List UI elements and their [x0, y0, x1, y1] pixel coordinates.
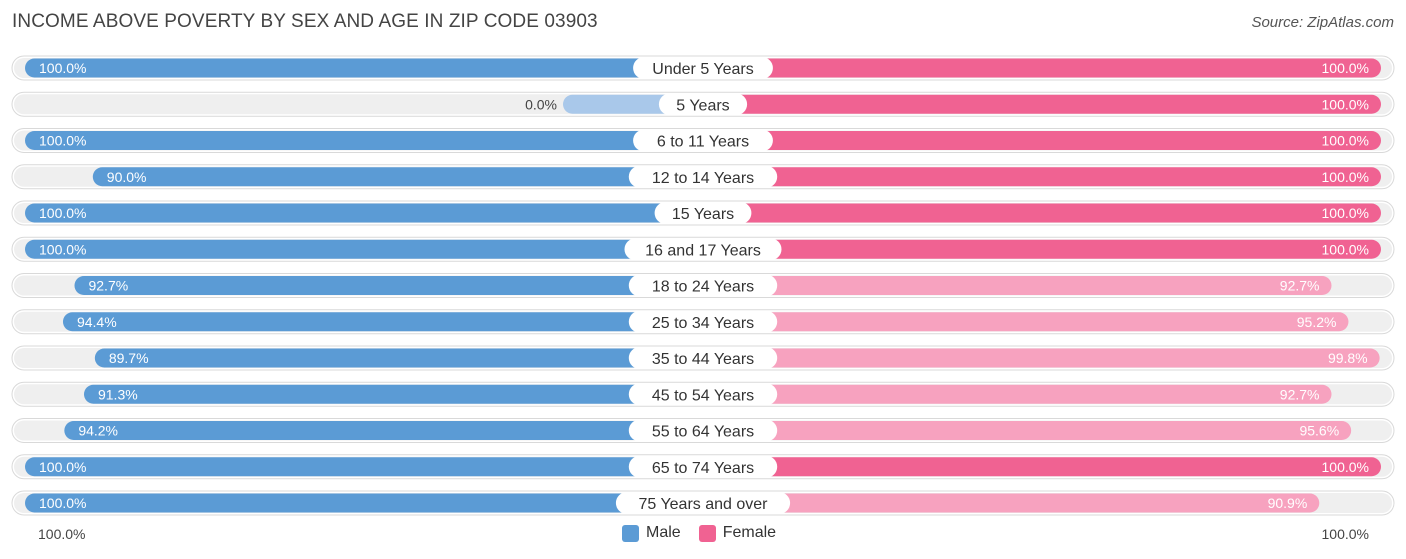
bar-male	[25, 203, 703, 223]
bar-female	[703, 493, 1320, 513]
legend-swatch-male	[622, 524, 639, 542]
category-pill	[654, 202, 752, 224]
value-label-female: 100.0%	[1322, 241, 1369, 257]
category-label: 6 to 11 Years	[657, 134, 749, 151]
category-label: 45 to 54 Years	[652, 387, 754, 404]
legend-item-male: Male	[622, 524, 681, 542]
bar-male	[25, 457, 703, 477]
bar-male	[92, 167, 704, 187]
bar-male	[25, 239, 703, 259]
legend-swatch-female	[698, 524, 716, 542]
bar-female	[703, 239, 1381, 259]
value-label-female: 92.7%	[1280, 278, 1320, 294]
chart-source: Source: ZipAtlas.com	[1251, 14, 1394, 31]
category-label: 55 to 64 Years	[652, 424, 754, 441]
value-label-female: 100.0%	[1322, 133, 1369, 149]
value-label-female: 95.2%	[1297, 314, 1337, 330]
axis-left-label: 100.0%	[38, 526, 86, 542]
value-label-male: 94.4%	[77, 314, 117, 330]
bar-male	[83, 384, 703, 404]
value-label-female: 100.0%	[1322, 169, 1369, 185]
legend: Male Female	[622, 524, 794, 542]
bar-female	[703, 348, 1380, 368]
category-label: 18 to 24 Years	[652, 279, 754, 296]
bar-male	[25, 131, 703, 150]
value-label-female: 100.0%	[1322, 205, 1369, 221]
category-label: Under 5 Years	[652, 61, 753, 78]
value-label-male: 92.7%	[88, 278, 128, 294]
category-pill	[628, 165, 778, 188]
legend-item-female: Female	[698, 524, 777, 542]
value-label-male: 89.7%	[109, 350, 149, 366]
category-label: 25 to 34 Years	[652, 315, 754, 332]
category-label: 65 to 74 Years	[652, 460, 754, 477]
category-pill	[628, 419, 778, 442]
bar-female	[703, 421, 1352, 440]
value-label-male: 0.0%	[525, 96, 557, 112]
value-label-male: 100.0%	[39, 205, 86, 221]
category-pill	[658, 93, 748, 116]
bar-male	[25, 493, 703, 513]
category-pill	[633, 129, 773, 152]
category-label: 35 to 44 Years	[652, 351, 754, 368]
legend-label-female: Female	[722, 524, 777, 541]
bar-female	[703, 312, 1349, 332]
category-label: 75 Years and over	[639, 496, 769, 513]
category-pill	[633, 57, 773, 79]
bar-male	[94, 348, 704, 368]
bar-female	[703, 457, 1381, 477]
bar-male	[64, 421, 704, 440]
value-label-male: 90.0%	[107, 169, 147, 185]
value-label-male: 100.0%	[39, 459, 86, 475]
value-label-male: 91.3%	[98, 386, 138, 402]
value-label-female: 95.6%	[1299, 423, 1339, 439]
category-label: 5 Years	[676, 97, 729, 114]
category-label: 12 to 14 Years	[652, 170, 754, 187]
category-pill	[628, 310, 778, 333]
category-pill	[628, 383, 778, 406]
value-label-female: 99.8%	[1328, 350, 1368, 366]
bar-female	[703, 276, 1332, 295]
bar-female	[703, 131, 1381, 150]
category-pill	[628, 274, 778, 297]
bar-female	[703, 167, 1381, 187]
bar-female	[703, 384, 1332, 404]
bar-female	[703, 94, 1381, 114]
value-label-male: 100.0%	[39, 495, 86, 511]
category-label: 15 Years	[672, 206, 734, 223]
value-label-female: 100.0%	[1322, 60, 1369, 76]
category-pill	[624, 238, 782, 261]
category-pill	[628, 455, 778, 478]
bar-male	[74, 276, 703, 295]
bar-male	[62, 312, 703, 332]
bar-female	[703, 58, 1381, 78]
chart-title: INCOME ABOVE POVERTY BY SEX AND AGE IN Z…	[12, 11, 598, 32]
category-pill	[615, 492, 791, 514]
category-label: 16 and 17 Years	[645, 242, 761, 259]
value-label-male: 100.0%	[39, 133, 86, 149]
value-label-female: 90.9%	[1268, 495, 1308, 511]
bar-female	[703, 203, 1381, 223]
legend-label-male: Male	[646, 524, 681, 541]
value-label-male: 100.0%	[39, 60, 86, 76]
bar-male	[25, 58, 703, 78]
value-label-female: 100.0%	[1322, 96, 1369, 112]
value-label-male: 100.0%	[39, 241, 86, 257]
category-pill	[628, 347, 778, 369]
value-label-female: 100.0%	[1322, 459, 1369, 475]
value-label-female: 92.7%	[1280, 386, 1320, 402]
axis-right-label: 100.0%	[1321, 526, 1369, 542]
value-label-male: 94.2%	[78, 423, 118, 439]
